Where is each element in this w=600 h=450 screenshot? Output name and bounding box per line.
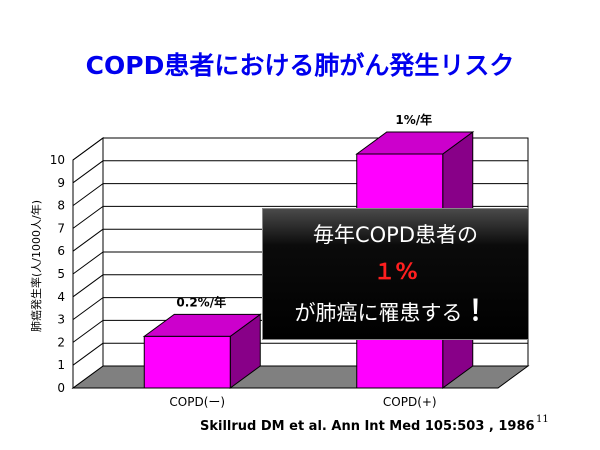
y-tick-label: 8	[57, 199, 65, 213]
wall-gridline	[72, 228, 104, 252]
y-tick-label: 1	[57, 358, 65, 372]
y-tick-label: 6	[57, 244, 65, 258]
citation: Skillrud DM et al. Ann Int Med 105:503 ,…	[200, 419, 535, 434]
wall-gridline	[72, 251, 104, 275]
wall-gridline	[72, 297, 104, 321]
wall-gridline	[72, 342, 104, 366]
y-tick-label: 5	[57, 267, 65, 281]
y-tick-label: 3	[57, 313, 65, 327]
y-tick-label: 9	[57, 176, 65, 190]
wall-gridline	[72, 160, 104, 184]
page-number: 11	[536, 414, 549, 425]
wall-gridline	[72, 205, 104, 229]
y-tick-label: 0	[57, 381, 65, 395]
wall-gridline	[72, 183, 104, 207]
callout-line-3: が肺癌に罹患する！	[263, 289, 528, 329]
wall-gridline	[72, 319, 104, 343]
data-label: 1%/年	[395, 112, 432, 127]
callout-exclamation: ！	[468, 294, 497, 327]
y-tick-label: 7	[57, 221, 65, 235]
x-tick-label: COPD(ー)	[169, 395, 225, 409]
x-tick-label: COPD(+)	[383, 395, 437, 409]
callout-line-3-text: が肺癌に罹患する	[294, 301, 463, 325]
wall-gridline	[72, 274, 104, 298]
bar	[143, 335, 231, 389]
wall-gridline	[72, 137, 104, 161]
data-label: 0.2%/年	[176, 294, 226, 309]
y-tick-label: 10	[50, 153, 65, 167]
y-axis-label: 肺癌発生率(人/1000人/年)	[29, 200, 43, 332]
callout-box: 毎年COPD患者の １% が肺癌に罹患する！	[262, 208, 529, 340]
callout-line-1: 毎年COPD患者の	[312, 223, 479, 247]
y-tick-label: 4	[57, 290, 65, 304]
slide-title: COPD患者における肺がん発生リスク	[85, 51, 515, 80]
y-tick-label: 2	[57, 335, 65, 349]
callout-highlight: １%	[373, 260, 418, 285]
